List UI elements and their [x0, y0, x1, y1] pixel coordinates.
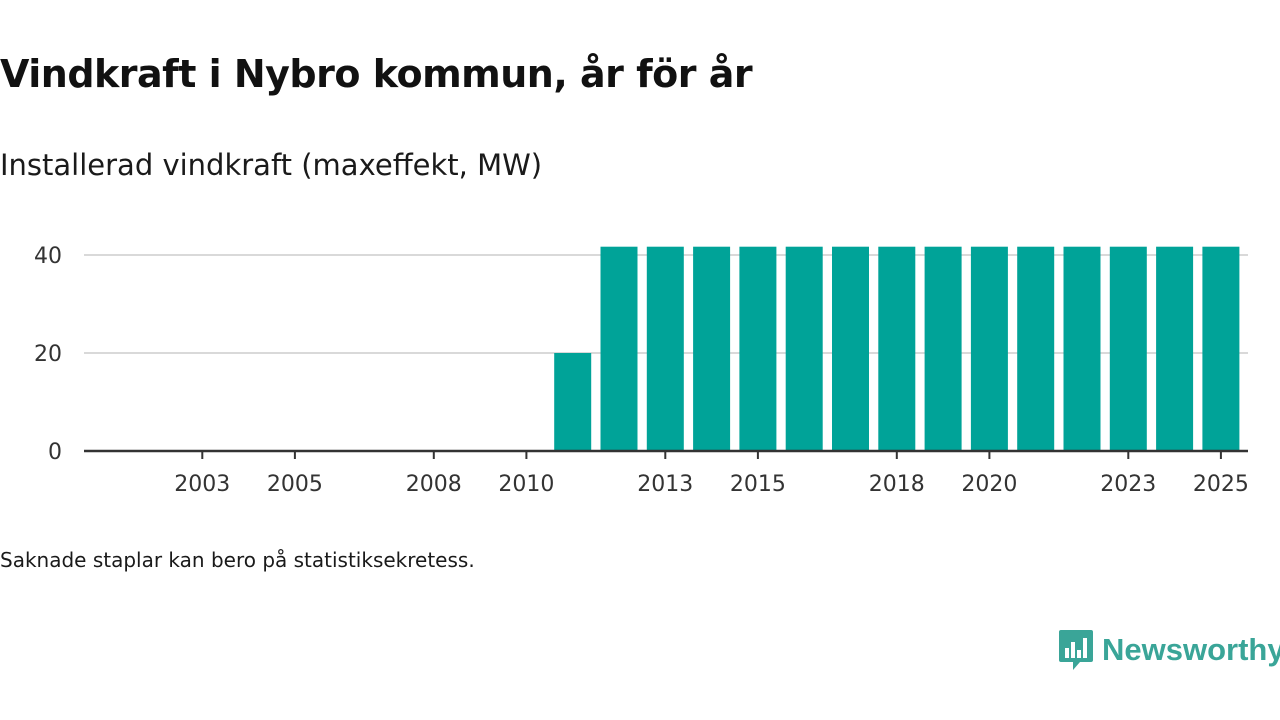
bar-2014[interactable] — [693, 246, 731, 451]
x-tick-label: 2005 — [267, 472, 323, 497]
newsworthy-chart-icon — [1059, 630, 1093, 670]
x-tick-label: 2003 — [174, 472, 230, 497]
bar-2023[interactable] — [1109, 246, 1147, 451]
bar-2019[interactable] — [924, 246, 962, 451]
bar-2022[interactable] — [1063, 246, 1101, 451]
bar-2018[interactable] — [878, 246, 916, 451]
bars — [554, 246, 1240, 451]
x-tick-label: 2013 — [637, 472, 693, 497]
footnote: Saknade staplar kan bero på statistiksek… — [0, 548, 475, 572]
chart-title: Vindkraft i Nybro kommun, år för år — [0, 52, 753, 96]
bar-2024[interactable] — [1156, 246, 1194, 451]
bar-2012[interactable] — [600, 246, 638, 451]
x-tick-label: 2008 — [406, 472, 462, 497]
bar-2015[interactable] — [739, 246, 777, 451]
chart-subtitle: Installerad vindkraft (maxeffekt, MW) — [0, 148, 543, 182]
y-tick-label: 0 — [48, 440, 62, 465]
x-tick-label: 2020 — [961, 472, 1017, 497]
y-tick-label: 40 — [34, 244, 62, 269]
brand-name: Newsworthy — [1102, 632, 1280, 667]
x-tick-label: 2018 — [869, 472, 925, 497]
bar-2011[interactable] — [554, 353, 592, 451]
bar-2020[interactable] — [970, 246, 1008, 451]
x-tick-label: 2023 — [1100, 472, 1156, 497]
newsworthy-logo[interactable]: Newsworthy — [1058, 628, 1280, 672]
x-tick-label: 2025 — [1193, 472, 1249, 497]
bar-2025[interactable] — [1202, 246, 1240, 451]
bar-2013[interactable] — [646, 246, 684, 451]
bar-2017[interactable] — [832, 246, 869, 451]
x-tick-label: 2015 — [730, 472, 786, 497]
x-tick-label: 2010 — [498, 472, 554, 497]
y-tick-label: 20 — [34, 342, 62, 367]
bar-2021[interactable] — [1017, 246, 1055, 451]
bar-2016[interactable] — [785, 246, 823, 451]
axes: 0 20 40 2003 2005 2008 2010 2013 2015 2018 2020 202… — [34, 244, 1249, 497]
